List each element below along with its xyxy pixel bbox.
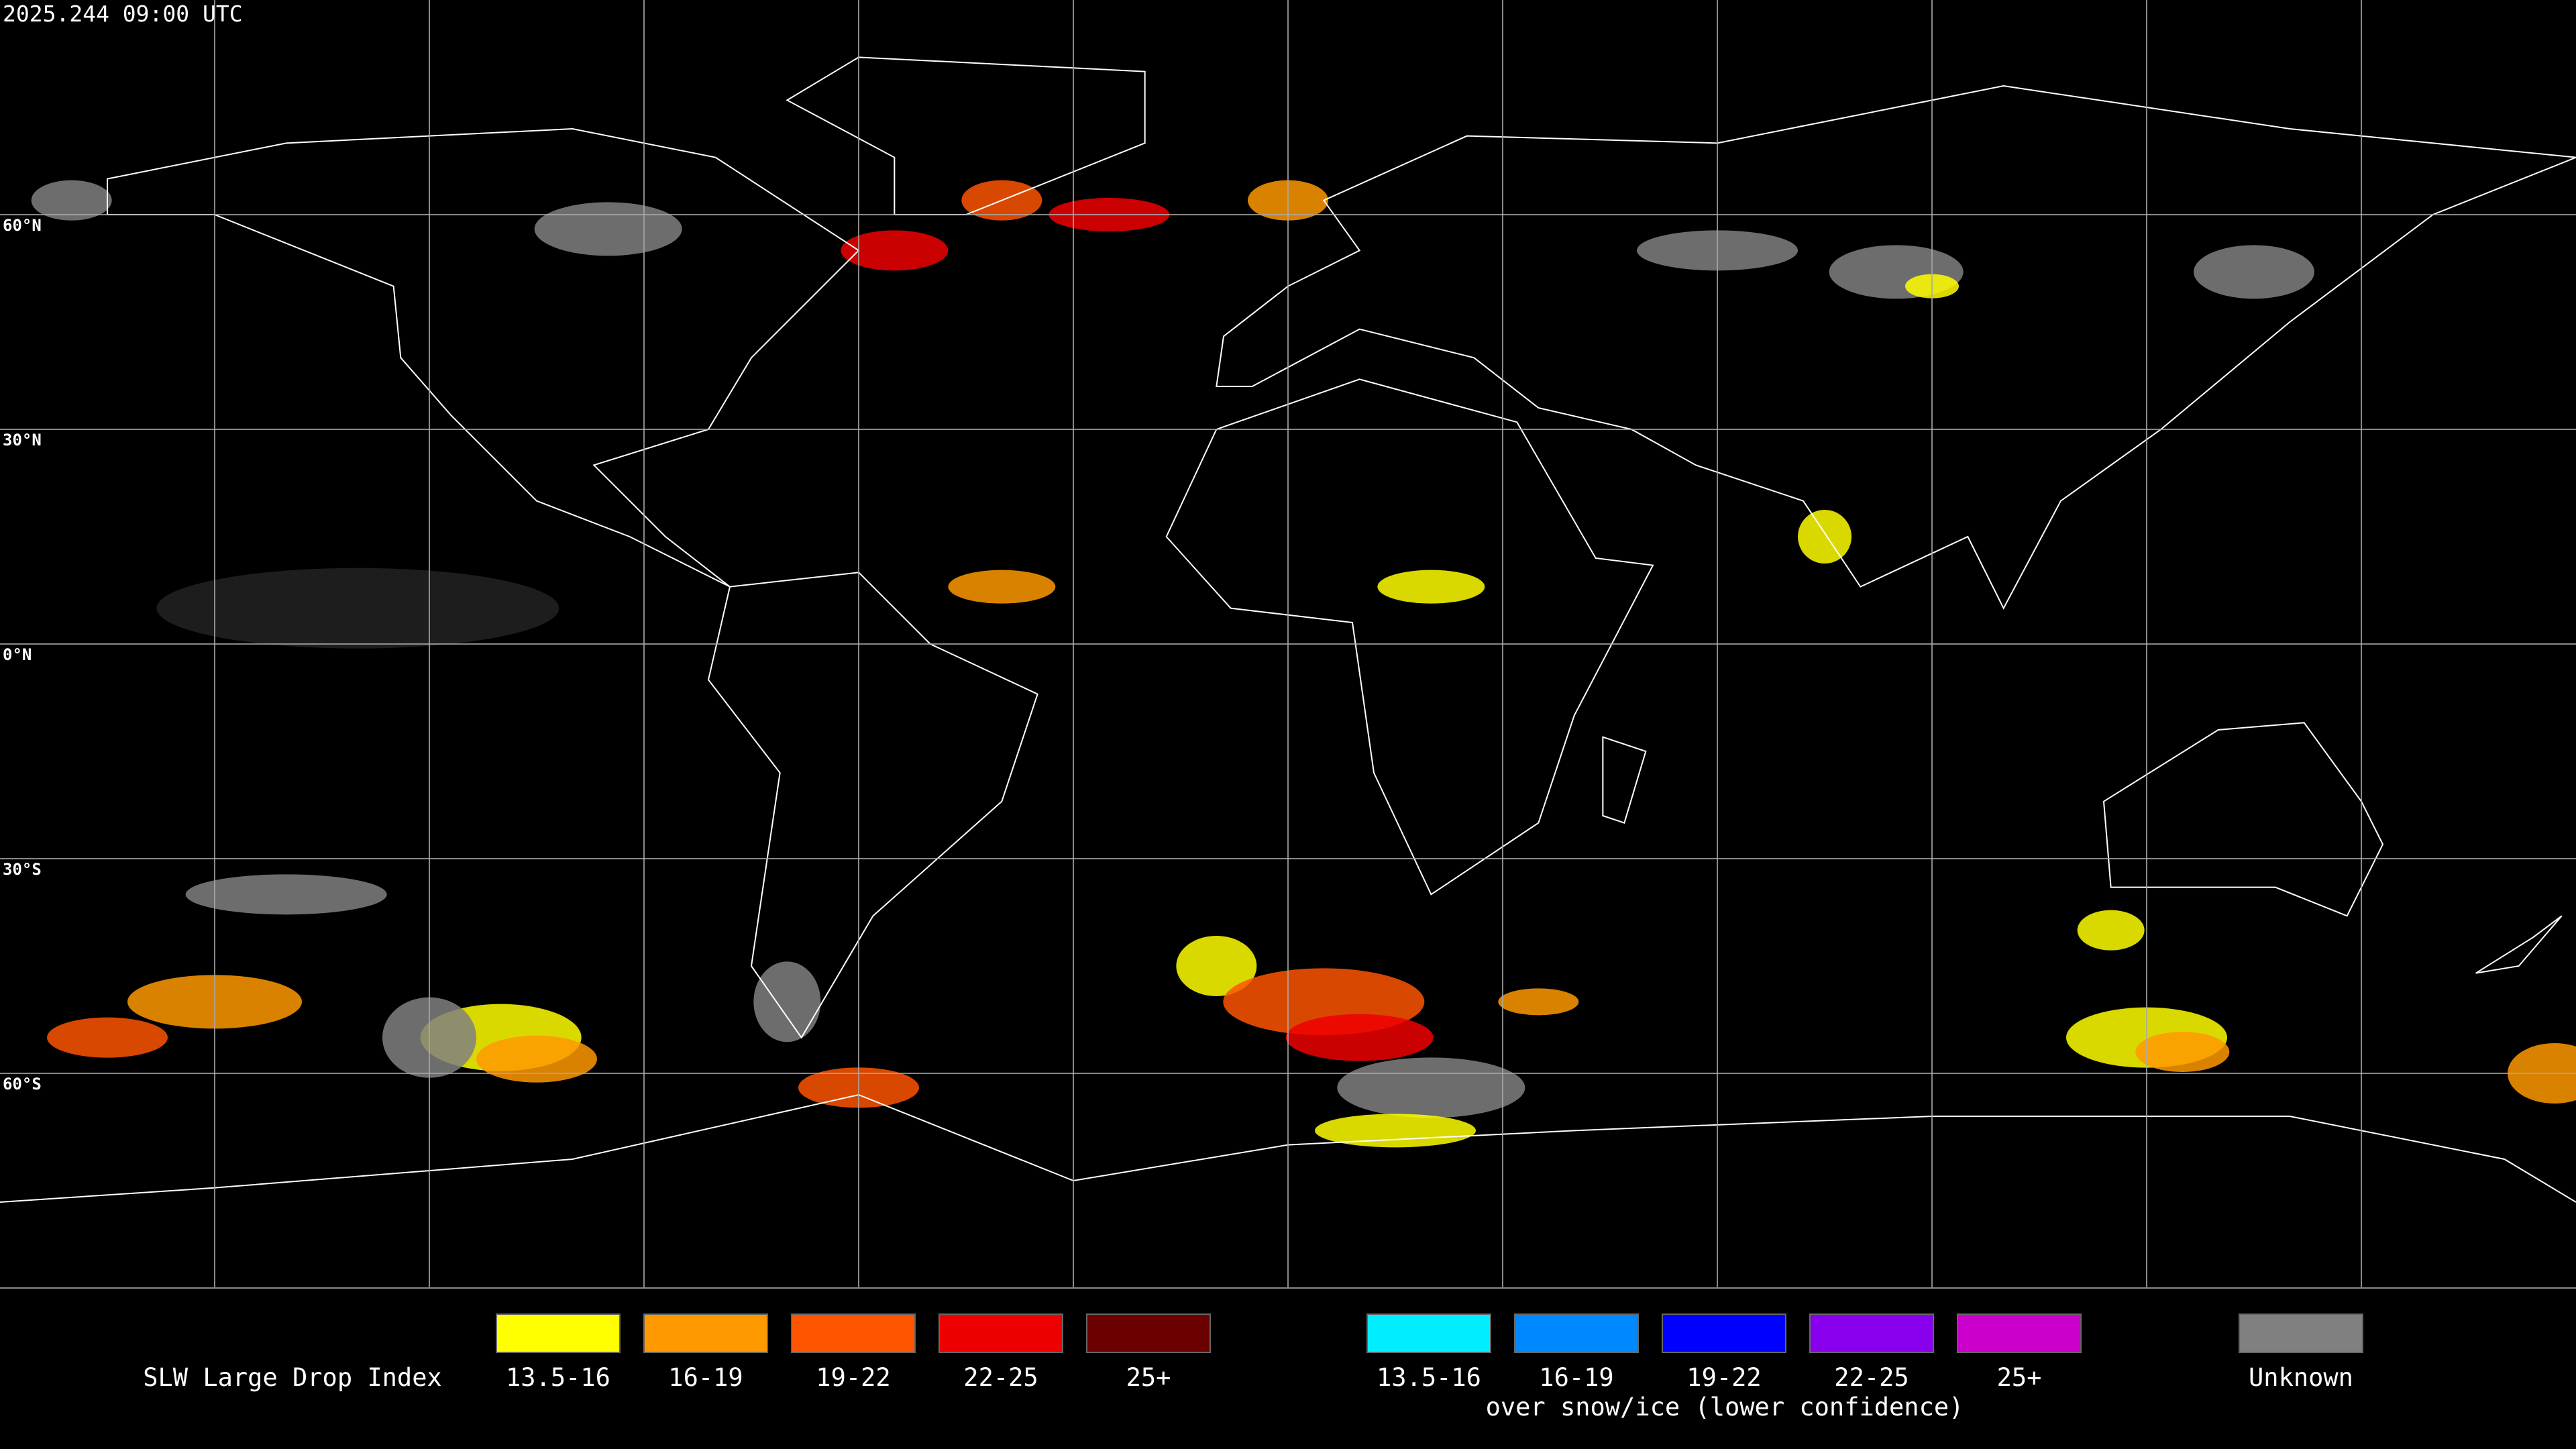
legend-swatch (1957, 1313, 2082, 1353)
legend-swatch (1662, 1313, 1786, 1353)
cloud-patch (534, 202, 682, 256)
cloud-patch (2077, 910, 2145, 951)
legend-label: Unknown (2249, 1363, 2353, 1392)
latitude-label: 0°N (3, 645, 32, 664)
legend-label: 22-25 (1834, 1363, 1909, 1392)
legend-swatch (1366, 1313, 1491, 1353)
legend-swatch (1086, 1313, 1211, 1353)
cloud-patch (1498, 988, 1579, 1016)
legend-swatch (643, 1313, 768, 1353)
cloud-patch (841, 230, 949, 271)
cloud-patch (47, 1017, 168, 1058)
coastline (707, 572, 1038, 1039)
cloud-patch (156, 568, 559, 649)
legend-swatch (2239, 1313, 2363, 1353)
coastline (1602, 736, 1647, 824)
cloud-patch (1285, 1014, 1434, 1061)
legend-label: 25+ (1126, 1363, 1171, 1392)
legend-label: 16-19 (1539, 1363, 1613, 1392)
cloud-patch (948, 570, 1056, 604)
legend-label: 19-22 (816, 1363, 890, 1392)
latitude-label: 60°N (3, 216, 42, 235)
cloud-patch (1337, 1057, 1525, 1118)
cloud-patch (2194, 245, 2314, 299)
graticule: 60°N 30°N 0°N 30°S 60°S (0, 0, 2576, 1288)
legend-label: 22-25 (963, 1363, 1038, 1392)
legend: SLW Large Drop Index 13.5-16 16-19 19-22 22-… (143, 1313, 2363, 1421)
cloud-patch (753, 961, 821, 1042)
latitude-label: 30°N (3, 431, 42, 449)
latitude-label: 30°S (3, 860, 42, 879)
coastline (2102, 722, 2384, 917)
coastline (107, 127, 860, 588)
legend-label: 16-19 (668, 1363, 743, 1392)
legend-title: SLW Large Drop Index (143, 1363, 442, 1392)
cloud-patch (1377, 570, 1485, 604)
timestamp: 2025.244 09:00 UTC (3, 1, 243, 27)
legend-caption: over snow/ice (lower confidence) (1486, 1393, 1964, 1421)
cloud-patch (1798, 510, 1851, 564)
coastline (786, 56, 1146, 215)
coastline (2475, 915, 2563, 974)
cloud-patch (476, 1035, 597, 1083)
legend-swatch (1809, 1313, 1934, 1353)
cloud-patch (31, 180, 112, 221)
legend-label: 13.5-16 (1377, 1363, 1481, 1392)
legend-label: 13.5-16 (506, 1363, 610, 1392)
legend-label: 19-22 (1686, 1363, 1761, 1392)
legend-swatch (496, 1313, 621, 1353)
cloud-patch (185, 874, 387, 915)
legend-swatch (938, 1313, 1063, 1353)
latitude-label: 60°S (3, 1075, 42, 1093)
coastline (1165, 378, 1654, 896)
cloud-patch (1176, 936, 1257, 996)
cloud-patch (1315, 1114, 1476, 1148)
legend-swatch (1514, 1313, 1639, 1353)
legend-swatch (791, 1313, 916, 1353)
data-field (31, 180, 2576, 1148)
legend-label: 25+ (1997, 1363, 2042, 1392)
cloud-patch (2135, 1032, 2230, 1072)
